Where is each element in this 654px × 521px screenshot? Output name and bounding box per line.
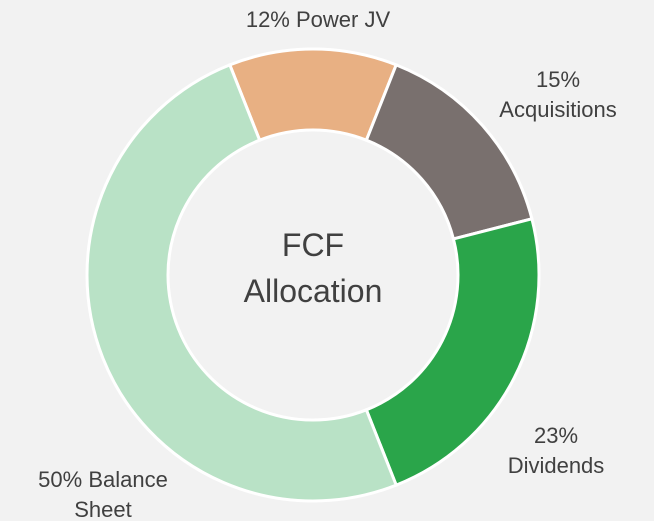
donut-segment: [85, 62, 399, 503]
category-label: Dividends: [507, 453, 605, 478]
data-label: 15% Acquisitions: [483, 65, 633, 125]
data-label: 50% Balance Sheet: [33, 465, 173, 521]
data-label: 23% Dividends: [491, 421, 621, 481]
category-label: Acquisitions: [499, 97, 617, 122]
category-label: Balance Sheet: [74, 467, 168, 521]
chart-title: FCF Allocation: [243, 227, 383, 309]
donut-segment: [364, 216, 541, 488]
value-label: 12%: [245, 7, 290, 32]
value-label: 23%: [533, 423, 579, 448]
data-label: 12% Power JV: [218, 5, 418, 35]
value-label: 50%: [38, 467, 83, 492]
value-label: 15%: [535, 67, 581, 92]
category-label: Power JV: [296, 7, 391, 32]
